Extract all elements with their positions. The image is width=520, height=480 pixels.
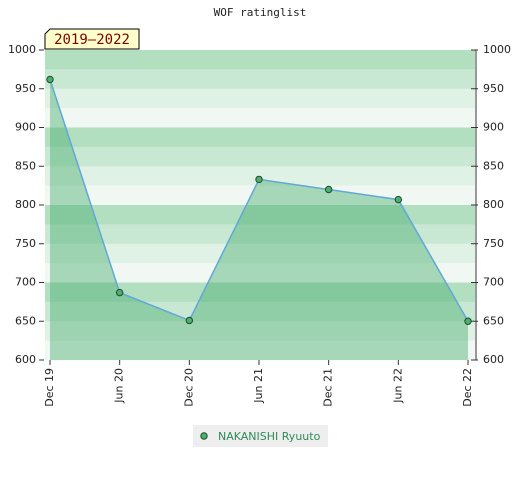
y-tick-label: 600 bbox=[15, 353, 36, 366]
marker bbox=[324, 185, 333, 194]
y2-tick-label: 1000 bbox=[483, 43, 511, 56]
marker bbox=[464, 317, 472, 325]
x-tick-label: Dec 20 bbox=[182, 368, 195, 407]
marker bbox=[46, 75, 54, 84]
background-stripe bbox=[45, 205, 475, 225]
y2-tick-label: 700 bbox=[483, 276, 504, 289]
legend-marker bbox=[200, 432, 208, 440]
y2-tick-label: 650 bbox=[483, 314, 504, 327]
background-stripe bbox=[45, 50, 475, 70]
background-stripe bbox=[45, 185, 475, 206]
annotation: 2019–2022 bbox=[54, 32, 130, 48]
x-tick-label: Jun 20 bbox=[113, 368, 126, 404]
y-tick-label: 1000 bbox=[8, 43, 36, 56]
annotation-box bbox=[44, 28, 140, 50]
background-stripe bbox=[45, 243, 475, 264]
y-tick-label: 750 bbox=[15, 237, 36, 250]
y2-tick-label: 900 bbox=[483, 121, 504, 134]
x-tick-label: Dec 22 bbox=[461, 368, 474, 407]
y-tick-label: 900 bbox=[15, 121, 36, 134]
legend-label: NAKANISHI Ryuuto bbox=[218, 430, 321, 443]
y-tick-label: 700 bbox=[15, 276, 36, 289]
background-stripe bbox=[45, 127, 475, 148]
background-stripe bbox=[45, 69, 475, 90]
marker bbox=[255, 175, 263, 184]
background-stripe bbox=[45, 146, 475, 167]
x-tick-label: Dec 21 bbox=[322, 368, 335, 407]
y2-tick-label: 800 bbox=[483, 198, 504, 211]
background-stripe bbox=[45, 340, 475, 361]
marker bbox=[185, 316, 194, 325]
y-tick-label: 950 bbox=[15, 82, 36, 95]
y-tick-label: 800 bbox=[15, 198, 36, 211]
y2-tick-label: 750 bbox=[483, 237, 504, 250]
x-tick-label: Dec 19 bbox=[43, 368, 56, 407]
y2-tick-label: 950 bbox=[483, 82, 504, 95]
y2-tick-label: 850 bbox=[483, 159, 504, 172]
area bbox=[50, 79, 468, 360]
background-stripe bbox=[45, 108, 475, 128]
background-stripe bbox=[45, 282, 475, 303]
background-stripe bbox=[45, 224, 475, 245]
x-tick-label: Jun 22 bbox=[391, 368, 404, 404]
legend-box bbox=[193, 425, 328, 447]
background-stripe bbox=[45, 88, 475, 109]
y-tick-label: 850 bbox=[15, 159, 36, 172]
background-stripe bbox=[45, 263, 475, 283]
marker bbox=[394, 195, 403, 204]
y-tick-label: 650 bbox=[15, 314, 36, 327]
marker bbox=[115, 288, 124, 297]
background-stripe bbox=[45, 321, 475, 342]
plot-area bbox=[45, 50, 475, 361]
x-tick-label: Jun 21 bbox=[252, 368, 265, 404]
chart-title: WOF ratinglist bbox=[214, 6, 307, 19]
background-stripe bbox=[45, 301, 475, 322]
y2-tick-label: 600 bbox=[483, 353, 504, 366]
